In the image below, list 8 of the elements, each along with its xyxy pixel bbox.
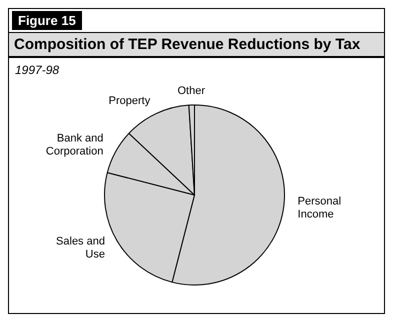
slice-label: Property <box>108 94 151 107</box>
chart-subtitle: 1997-98 <box>14 62 60 77</box>
chart-title: Composition of TEP Revenue Reductions by Tax <box>9 32 384 58</box>
slice-label: Personal Income <box>298 196 342 221</box>
slice-label: Other <box>177 85 206 98</box>
slice-label: Bank and Corporation <box>46 132 104 158</box>
caption: Figure 15 <box>12 11 82 30</box>
slice-label: Sales and Use <box>56 235 105 260</box>
